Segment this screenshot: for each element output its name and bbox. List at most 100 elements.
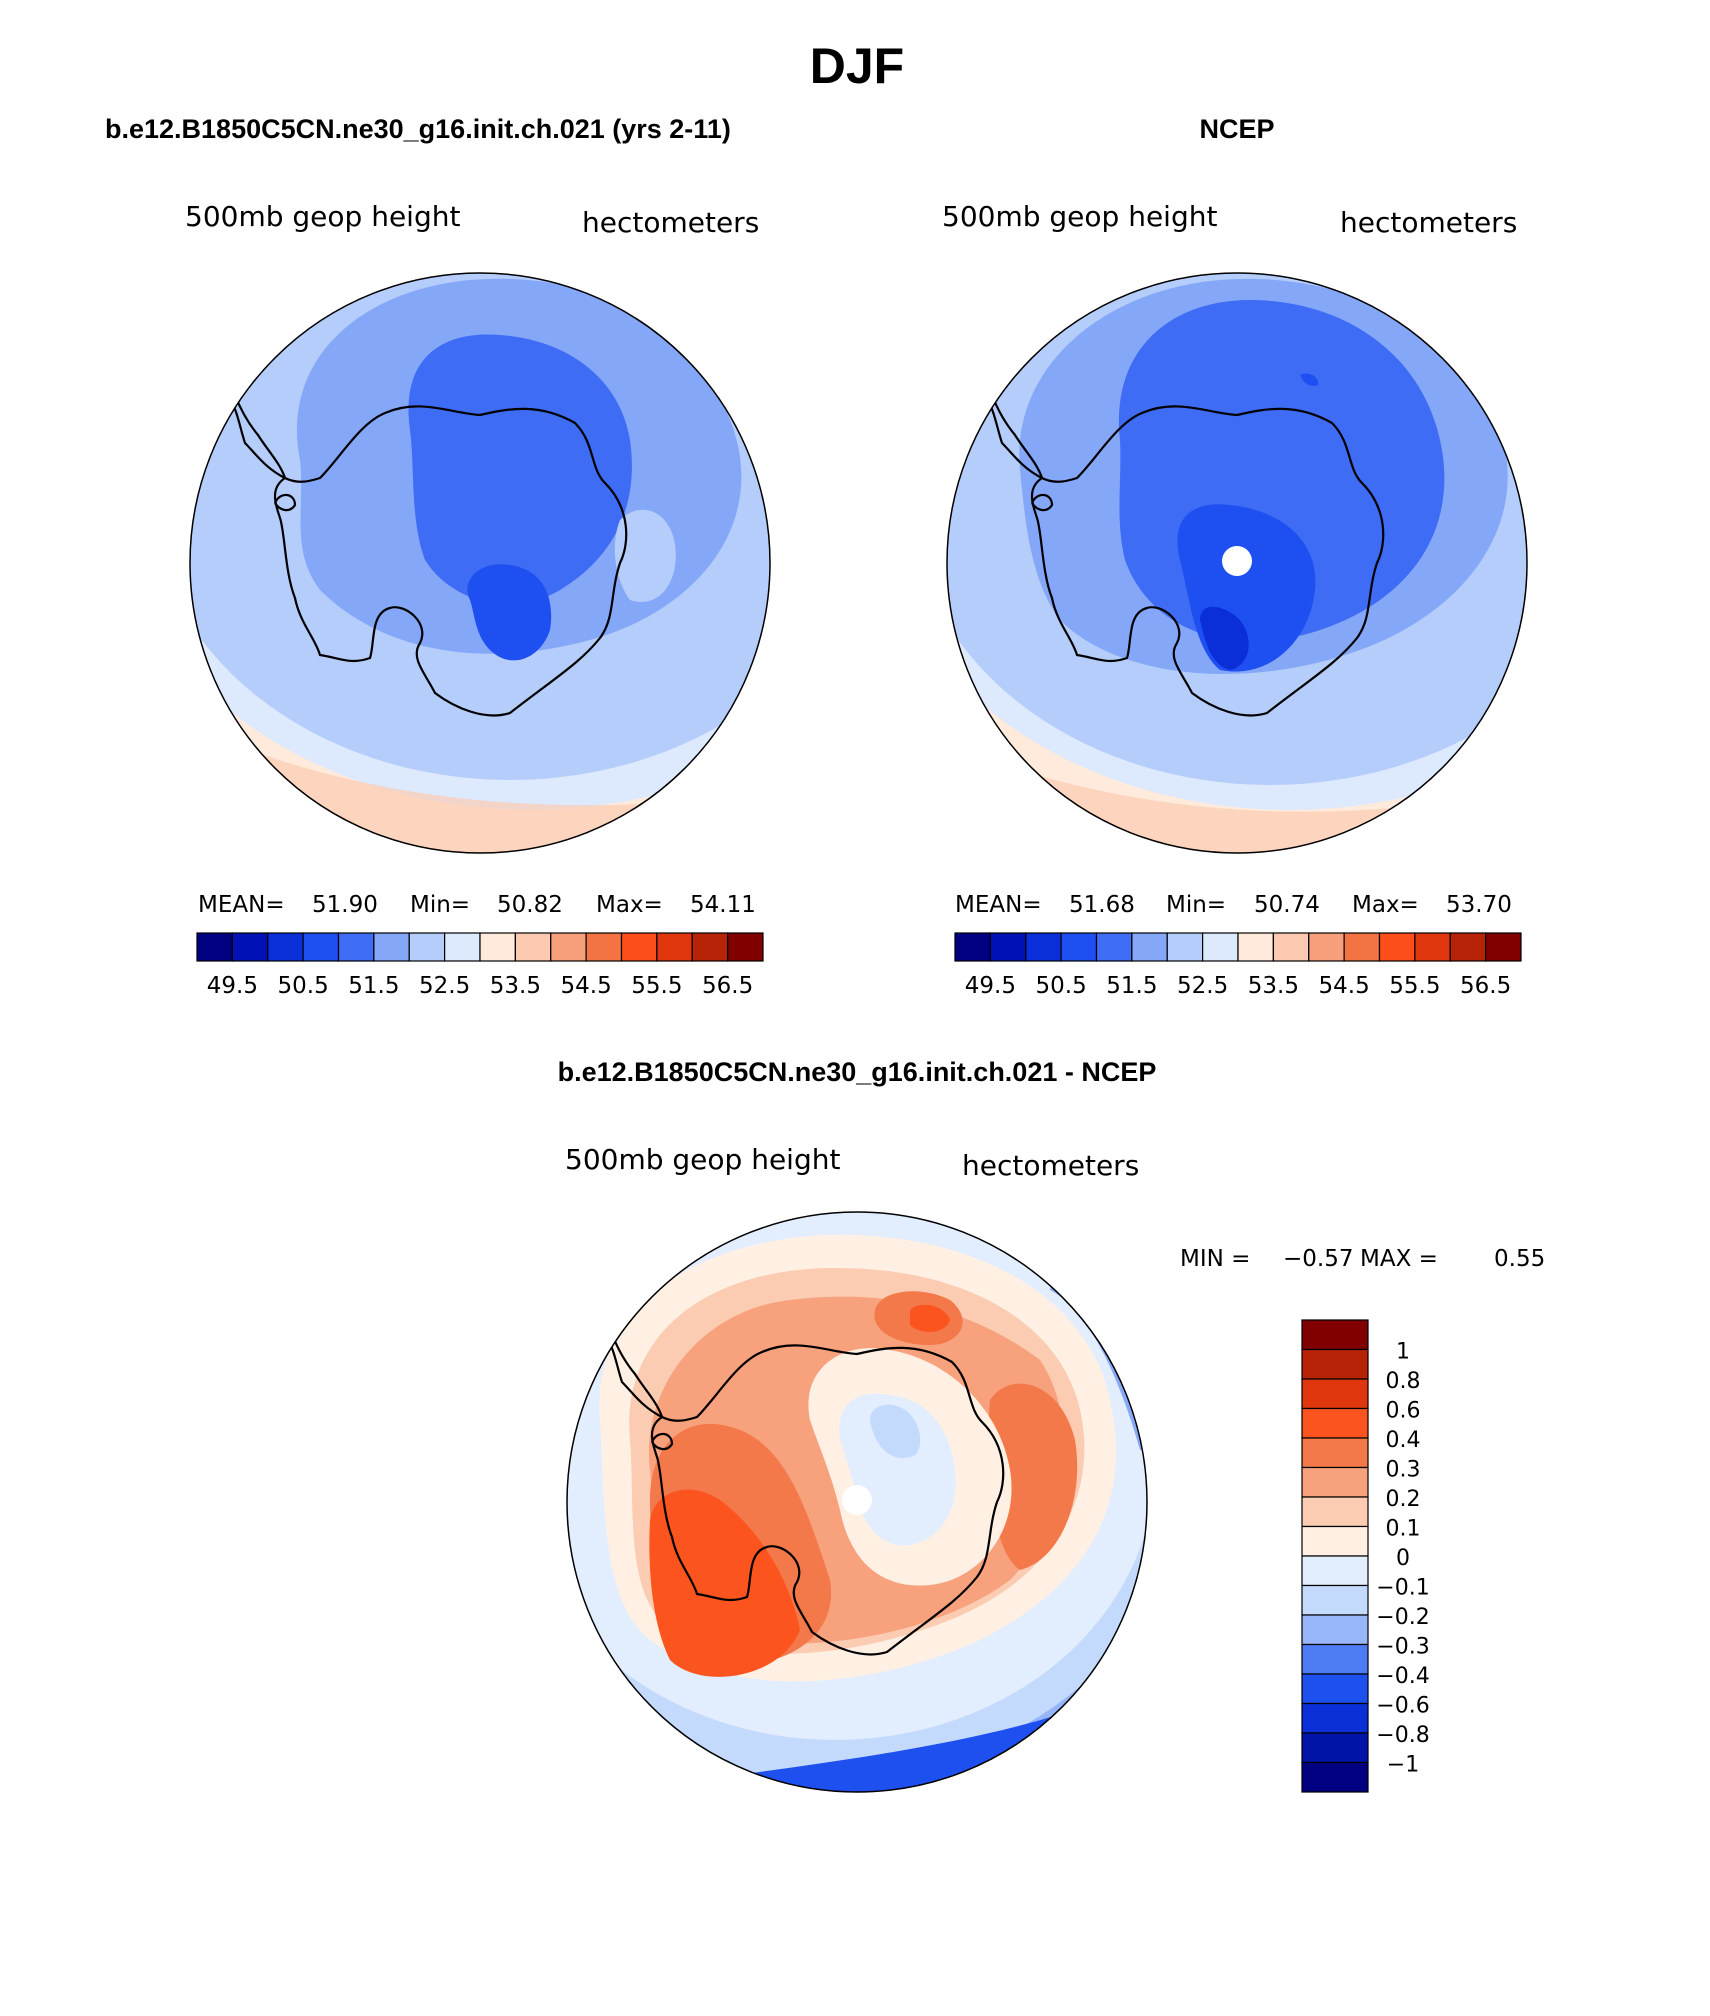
panel-obs-colorbar-box: [1237, 932, 1274, 962]
panel-obs-variable: 500mb geop height: [942, 200, 1217, 233]
panel-diff-variable: 500mb geop height: [565, 1143, 840, 1176]
panel-diff-min-value: −0.57: [1283, 1246, 1353, 1272]
panel-diff-colorbar-label: 0.4: [1386, 1428, 1421, 1453]
panel-model-colorbar-label: 53.5: [490, 973, 541, 999]
panel-model-colorbar-box: [479, 932, 516, 962]
panel-diff-colorbar-box: [1301, 1673, 1369, 1705]
panel-obs-min-label: Min=: [1166, 892, 1226, 918]
panel-model-colorbar-box: [444, 932, 481, 962]
panel-obs-colorbar-box: [1414, 932, 1451, 962]
panel-model-colorbar-box: [585, 932, 623, 962]
panel-obs-colorbar-box: [954, 932, 991, 962]
panel-obs-colorbar-box: [1272, 932, 1310, 962]
panel-diff-colorbar-box: [1301, 1378, 1369, 1410]
panel-model-colorbar-box: [514, 932, 552, 962]
panel-diff-colorbar-box: [1301, 1407, 1369, 1439]
panel-diff-colorbar-box: [1301, 1437, 1369, 1469]
panel-diff-colorbar-label: 0.2: [1386, 1487, 1421, 1512]
panel-model: b.e12.B1850C5CN.ne30_g16.init.ch.021 (yr…: [105, 114, 771, 999]
panel-model-colorbar-box: [337, 932, 375, 962]
panel-diff-colorbar-label: 1: [1396, 1340, 1410, 1365]
panel-obs-colorbar-label: 54.5: [1319, 973, 1370, 999]
panel-obs-colorbar-labels: 49.5 50.5 51.5 52.5 53.5 54.5 55.5 56.5: [965, 973, 1511, 999]
panel-diff-min-label: MIN =: [1180, 1246, 1250, 1272]
panel-model-colorbar-labels: 49.5 50.5 51.5 52.5 53.5 54.5 55.5 56.5: [207, 973, 753, 999]
panel-model-colorbar-label: 51.5: [348, 973, 399, 999]
panel-obs-colorbar: [954, 932, 1522, 962]
panel-model-colorbar-box: [656, 932, 693, 962]
panel-obs-colorbar-label: 52.5: [1177, 973, 1228, 999]
panel-diff-colorbar-box: [1301, 1761, 1369, 1793]
panel-obs-colorbar-label: 56.5: [1460, 973, 1511, 999]
panel-model-colorbar-label: 55.5: [631, 973, 682, 999]
panel-model-colorbar-label: 49.5: [207, 973, 258, 999]
panel-model-colorbar-box: [302, 932, 340, 962]
panel-obs-max-label: Max=: [1352, 892, 1419, 918]
panel-model-colorbar-label: 56.5: [702, 973, 753, 999]
panel-diff-colorbar-box: [1301, 1496, 1369, 1528]
panel-diff-colorbar-label: −0.6: [1376, 1694, 1429, 1719]
panel-obs-mean-label: MEAN=: [955, 892, 1042, 918]
panel-diff-colorbar-label: 0.1: [1386, 1517, 1421, 1542]
panel-obs-colorbar-label: 55.5: [1389, 973, 1440, 999]
panel-obs-map: [947, 273, 1527, 853]
panel-diff-colorbar-box: [1301, 1643, 1369, 1675]
panel-obs-colorbar-box: [1378, 932, 1416, 962]
panel-model-colorbar-box: [727, 932, 764, 962]
panel-model-max-label: Max=: [596, 892, 663, 918]
panel-obs-colorbar-box: [989, 932, 1027, 962]
panel-model-colorbar-box: [231, 932, 269, 962]
panel-obs-colorbar-box: [1449, 932, 1487, 962]
panel-diff-colorbar-box: [1301, 1348, 1369, 1380]
panel-model-variable: 500mb geop height: [185, 200, 460, 233]
panel-obs-colorbar-box: [1060, 932, 1098, 962]
panel-obs-colorbar-box: [1131, 932, 1168, 962]
panel-model-colorbar-box: [267, 932, 304, 962]
panel-model-colorbar-box: [373, 932, 410, 962]
panel-diff: b.e12.B1850C5CN.ne30_g16.init.ch.021 - N…: [558, 1057, 1545, 1793]
panel-model-colorbar-label: 54.5: [561, 973, 612, 999]
figure-title: DJF: [810, 38, 904, 94]
panel-obs-min-value: 50.74: [1254, 892, 1320, 918]
panel-model-colorbar-label: 50.5: [278, 973, 329, 999]
panel-diff-colorbar-label: −0.8: [1376, 1723, 1429, 1748]
panel-obs-colorbar-label: 51.5: [1106, 973, 1157, 999]
panel-model-min-label: Min=: [410, 892, 470, 918]
panel-model-min-value: 50.82: [497, 892, 563, 918]
panel-model-mean-label: MEAN=: [198, 892, 285, 918]
panel-obs-colorbar-box: [1485, 932, 1522, 962]
panel-obs-max-value: 53.70: [1446, 892, 1512, 918]
panel-obs-colorbar-box: [1095, 932, 1133, 962]
panel-diff-colorbar-box: [1301, 1319, 1369, 1351]
panel-obs-colorbar-box: [1343, 932, 1381, 962]
panel-model-colorbar-label: 52.5: [419, 973, 470, 999]
panel-model-colorbar-box: [620, 932, 658, 962]
panel-diff-colorbar: [1301, 1319, 1369, 1793]
panel-diff-colorbar-label: −0.1: [1376, 1576, 1429, 1601]
panel-model-colorbar-box: [408, 932, 446, 962]
panel-diff-units: hectometers: [962, 1149, 1139, 1182]
panel-diff-title: b.e12.B1850C5CN.ne30_g16.init.ch.021 - N…: [558, 1057, 1157, 1087]
panel-model-max-value: 54.11: [690, 892, 756, 918]
panel-diff-colorbar-box: [1301, 1466, 1369, 1498]
panel-diff-colorbar-label: 0: [1396, 1546, 1410, 1571]
panel-diff-colorbar-box: [1301, 1614, 1369, 1646]
panel-obs-colorbar-label: 49.5: [965, 973, 1016, 999]
panel-obs-units: hectometers: [1340, 206, 1517, 239]
panel-obs-mean-value: 51.68: [1069, 892, 1135, 918]
panel-diff-max-label: MAX =: [1360, 1246, 1438, 1272]
panel-diff-colorbar-label: −1: [1387, 1753, 1419, 1778]
panel-diff-colorbar-box: [1301, 1584, 1369, 1616]
panel-model-title: b.e12.B1850C5CN.ne30_g16.init.ch.021 (yr…: [105, 114, 731, 144]
panel-diff-colorbar-box: [1301, 1702, 1369, 1734]
panel-diff-colorbar-box: [1301, 1555, 1369, 1587]
panel-diff-colorbar-label: 0.6: [1386, 1399, 1421, 1424]
panel-obs-colorbar-label: 50.5: [1036, 973, 1087, 999]
panel-obs-colorbar-box: [1202, 932, 1239, 962]
panel-diff-colorbar-label: −0.4: [1376, 1664, 1429, 1689]
panel-diff-colorbar-label: 0.8: [1386, 1369, 1421, 1394]
panel-model-mean-value: 51.90: [312, 892, 378, 918]
panel-model-colorbar-box: [196, 932, 233, 962]
panel-diff-colorbar-labels: 1 0.8 0.6 0.4 0.3 0.2 0.1 0 −0.1 −0.2 −0.3 −0.4 −0.6…: [1376, 1340, 1429, 1778]
panel-model-units: hectometers: [582, 206, 759, 239]
